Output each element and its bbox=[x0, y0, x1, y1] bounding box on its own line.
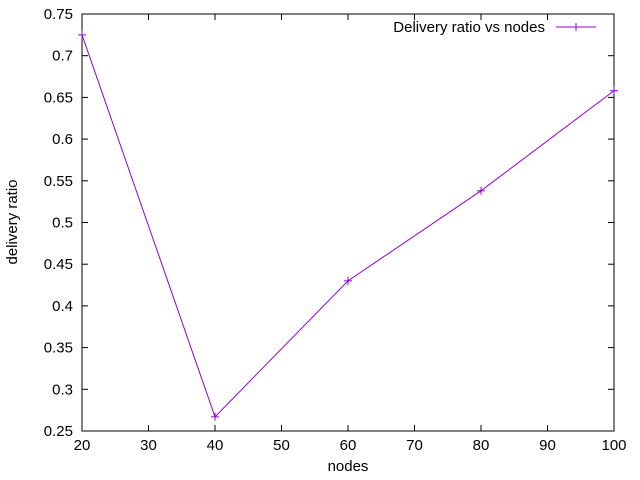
x-tick-label: 70 bbox=[406, 437, 423, 454]
y-tick-label: 0.45 bbox=[44, 256, 73, 273]
x-tick-label: 20 bbox=[74, 437, 91, 454]
y-tick-label: 0.3 bbox=[52, 381, 73, 398]
y-axis: 0.25 0.3 0.35 0.4 0.45 0.5 0.55 0.6 0.65 0.7 0.75 bbox=[44, 6, 614, 440]
x-tick-label: 100 bbox=[601, 437, 626, 454]
y-tick-label: 0.75 bbox=[44, 6, 73, 23]
y-tick-label: 0.55 bbox=[44, 173, 73, 190]
legend-plus-marker bbox=[572, 23, 580, 31]
plot-frame bbox=[81, 13, 615, 432]
series-layer bbox=[78, 30, 618, 421]
x-tick-label: 60 bbox=[340, 437, 357, 454]
y-axis-label: delivery ratio bbox=[4, 179, 21, 264]
x-tick-label: 50 bbox=[273, 437, 290, 454]
x-axis-label: nodes bbox=[328, 458, 369, 475]
y-tick-label: 0.7 bbox=[52, 48, 73, 65]
legend-label: Delivery ratio vs nodes bbox=[393, 19, 545, 36]
legend-marker bbox=[572, 23, 580, 31]
x-tick-label: 40 bbox=[207, 437, 224, 454]
legend: Delivery ratio vs nodes bbox=[393, 19, 596, 36]
x-tick-label: 90 bbox=[539, 437, 556, 454]
data-point-marker bbox=[344, 276, 352, 285]
y-tick-label: 0.25 bbox=[44, 423, 73, 440]
y-tick-label: 0.4 bbox=[52, 298, 73, 315]
data-point-marker bbox=[78, 30, 86, 39]
data-point-marker bbox=[477, 186, 485, 195]
x-tick-label: 30 bbox=[140, 437, 157, 454]
x-axis: 20 30 40 50 60 70 80 90 100 bbox=[74, 14, 627, 454]
x-tick-label: 80 bbox=[473, 437, 490, 454]
series-line bbox=[81, 34, 615, 418]
y-tick-label: 0.35 bbox=[44, 340, 73, 357]
y-tick-label: 0.65 bbox=[44, 89, 73, 106]
y-tick-label: 0.6 bbox=[52, 131, 73, 148]
data-point-marker bbox=[211, 412, 219, 421]
data-point-marker bbox=[610, 86, 618, 95]
y-tick-label: 0.5 bbox=[52, 215, 73, 232]
